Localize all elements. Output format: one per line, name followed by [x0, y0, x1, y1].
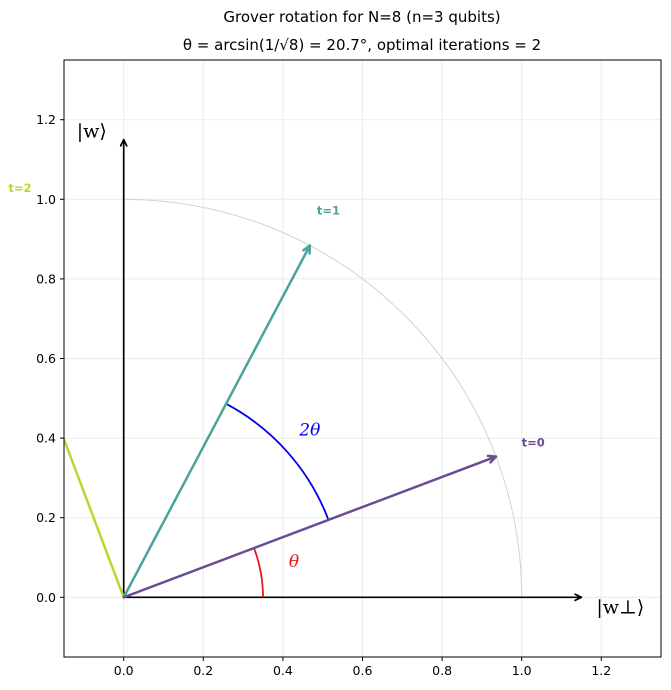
unit-circle-arc [123, 198, 523, 598]
state-label-t1: t=1 [317, 203, 340, 217]
state-vector-t2 [64, 435, 125, 599]
state-vector-t0 [122, 454, 498, 599]
x-tick-label: 0.6 [353, 663, 373, 678]
state-vector-t2-shaft [64, 435, 125, 599]
two-theta-arc [225, 403, 330, 521]
plot-area: |w⊥⟩ |w⟩ θ 2θ [64, 121, 644, 618]
chart-title: Grover rotation for N=8 (n=3 qubits) [223, 8, 500, 26]
x-tick-label: 0.2 [193, 663, 213, 678]
state-vector-t1-head [302, 244, 312, 255]
x-tick-label: 1.0 [512, 663, 532, 678]
y-tick-label: 0.2 [36, 510, 56, 525]
theta-label: θ [289, 552, 299, 572]
chart-subtitle: θ = arcsin(1/√8) = 20.7°, optimal iterat… [183, 36, 541, 54]
state-vector-t1-shaft [122, 244, 312, 599]
x-tick-label: 0.8 [432, 663, 452, 678]
y-tick-label: 0.6 [36, 351, 56, 366]
axis-ticks: 0.0 0.2 0.4 0.6 0.8 1.0 1.2 0.0 0.2 0.4 0.6 0.8 1.0 1… [36, 112, 611, 678]
state-vector-t0-head [486, 454, 498, 464]
y-tick-label: 0.0 [36, 590, 56, 605]
w-axis-label: |w⟩ [77, 121, 107, 143]
state-vector-t0-shaft [122, 455, 498, 599]
y-tick-label: 0.4 [36, 431, 56, 446]
y-tick-label: 1.0 [36, 192, 56, 207]
state-vector-t1 [122, 244, 312, 599]
x-tick-label: 0.0 [114, 663, 134, 678]
y-tick-label: 0.8 [36, 271, 56, 286]
w-perp-axis-arrow [122, 593, 583, 602]
state-label-t0: t=0 [522, 435, 545, 449]
two-theta-label: 2θ [298, 420, 320, 440]
state-label-t2: t=2 [8, 181, 31, 195]
x-tick-label: 0.4 [273, 663, 293, 678]
w-axis-arrow-head [119, 138, 128, 147]
w-perp-axis-label: |w⊥⟩ [596, 596, 644, 618]
w-perp-axis-arrow-head [574, 593, 583, 602]
theta-arc [253, 547, 264, 598]
overflow-labels: t=0 t=1 t=2 [8, 181, 544, 450]
x-tick-label: 1.2 [591, 663, 611, 678]
w-axis-arrow [119, 138, 128, 599]
grid [64, 60, 661, 657]
y-tick-label: 1.2 [36, 112, 56, 127]
